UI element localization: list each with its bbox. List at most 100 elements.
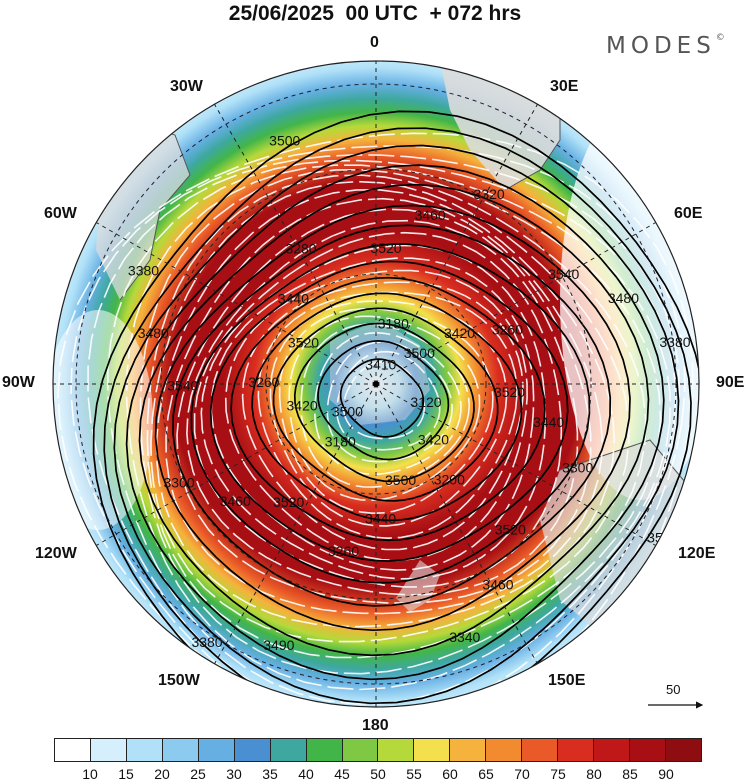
streamline bbox=[87, 154, 681, 707]
height-contour bbox=[103, 127, 692, 707]
contour-label: 3500 bbox=[404, 345, 435, 361]
contour-label: 3520 bbox=[370, 240, 401, 256]
streamline bbox=[150, 180, 630, 643]
height-contour bbox=[209, 260, 569, 562]
colorbar-swatch bbox=[558, 739, 595, 761]
lon-label-60e: 60E bbox=[674, 205, 703, 222]
colorbar-tick-label: 80 bbox=[586, 766, 602, 782]
reference-vector-label: 50 bbox=[666, 682, 681, 697]
colorbar-tick-label: 50 bbox=[370, 766, 386, 782]
colorbar-tick-label: 20 bbox=[154, 766, 170, 782]
contour-label: 3380 bbox=[191, 634, 222, 650]
colorbar-swatch bbox=[55, 739, 91, 761]
contour-label: 3540 bbox=[548, 266, 579, 282]
meridian-line bbox=[375, 383, 538, 664]
colorbar-swatch bbox=[522, 739, 559, 761]
height-contour bbox=[317, 340, 450, 461]
contour-label: 3540 bbox=[167, 377, 198, 393]
streamline bbox=[155, 189, 616, 628]
map-title: 25/06/2025 00 UTC + 072 hrs bbox=[228, 2, 522, 25]
contour-label: 3440 bbox=[533, 414, 564, 430]
contour-label: 3480 bbox=[138, 325, 169, 341]
height-contour bbox=[272, 307, 499, 502]
contour-label: 3500 bbox=[332, 404, 363, 420]
contour-label: 3420 bbox=[287, 397, 318, 413]
contour-label: 3480 bbox=[608, 290, 639, 306]
colorbar-tick-label: 30 bbox=[226, 766, 242, 782]
contour-label: 3520 bbox=[495, 522, 526, 538]
lon-label-120w: 120W bbox=[35, 545, 77, 562]
height-contour bbox=[154, 204, 631, 632]
contour-label: 3460 bbox=[482, 576, 513, 592]
contour-label: 3260 bbox=[328, 543, 359, 559]
contour-label: 3300 bbox=[163, 475, 194, 491]
streamline bbox=[326, 341, 453, 463]
height-contour bbox=[172, 224, 612, 607]
contour-label: 3500 bbox=[385, 472, 416, 488]
streamline bbox=[165, 197, 603, 615]
colorbar-tick-label: 75 bbox=[550, 766, 566, 782]
lon-label-150e: 150E bbox=[548, 672, 586, 689]
colorbar-swatch bbox=[486, 739, 523, 761]
contour-label: 3460 bbox=[415, 207, 446, 223]
contour-label: 3520 bbox=[273, 494, 304, 510]
colorbar-tick-label: 60 bbox=[442, 766, 458, 782]
lon-label-180: 180 bbox=[362, 717, 389, 734]
colorbar-swatch bbox=[198, 739, 235, 761]
brand-logo: MODES© bbox=[606, 33, 725, 59]
colorbar-tick-label: 40 bbox=[298, 766, 314, 782]
contour-label: 3380 bbox=[128, 262, 159, 278]
contour-label: 3340 bbox=[449, 629, 480, 645]
colorbar-tick-label: 55 bbox=[406, 766, 422, 782]
meridian-line bbox=[96, 222, 377, 385]
streamline bbox=[336, 350, 441, 451]
south-pole-marker bbox=[373, 381, 379, 387]
contour-label: 3260 bbox=[248, 374, 279, 390]
streamline bbox=[342, 360, 426, 440]
colorbar-tick-label: 35 bbox=[262, 766, 278, 782]
streamline bbox=[300, 323, 470, 488]
contour-label: 3180 bbox=[325, 433, 356, 449]
land-new-zealand bbox=[396, 560, 440, 612]
lon-label-90w: 90W bbox=[2, 374, 35, 391]
latitude-circle bbox=[160, 168, 592, 600]
contour-label: 3380 bbox=[659, 334, 690, 350]
colorbar-tick-label: 90 bbox=[658, 766, 674, 782]
wind-speed-field: 3120 3180 3180 3200 3260 3260 3260 3280 3300 3300… bbox=[53, 61, 699, 707]
colorbar-swatch bbox=[126, 739, 163, 761]
lon-label-0: 0 bbox=[370, 34, 379, 51]
colorbar-swatch bbox=[90, 739, 127, 761]
meridian-line bbox=[375, 383, 656, 546]
colorbar-swatch bbox=[378, 739, 415, 761]
graticule bbox=[53, 61, 699, 707]
contour-label: 3490 bbox=[263, 637, 294, 653]
meridian-line bbox=[375, 104, 538, 385]
brand-name: MODES bbox=[606, 33, 716, 59]
colorbar-tick-label: 85 bbox=[622, 766, 638, 782]
contour-label: 3520 bbox=[494, 384, 525, 400]
colorbar-ticks: 10 15 20 25 30 35 40 45 50 55 60 65 70 75 80 85 90 bbox=[54, 766, 702, 782]
colorbar-tick-label: 15 bbox=[118, 766, 134, 782]
streamline bbox=[278, 307, 494, 515]
colorbar-swatch bbox=[594, 739, 630, 761]
height-contour bbox=[190, 243, 591, 584]
streamline bbox=[186, 219, 579, 596]
height-contour bbox=[230, 276, 546, 542]
height-contour bbox=[251, 292, 523, 522]
meridian-line bbox=[96, 383, 377, 546]
contour-label: 3320 bbox=[474, 186, 505, 202]
lon-label-90e: 90E bbox=[716, 374, 745, 391]
streamline bbox=[193, 231, 563, 588]
contour-label: 3420 bbox=[444, 325, 475, 341]
colorbar-swatch bbox=[306, 739, 343, 761]
contour-label: 3440 bbox=[365, 510, 396, 526]
height-contours bbox=[92, 110, 699, 707]
meridian-line bbox=[214, 104, 377, 385]
streamline bbox=[269, 300, 508, 527]
contour-label: 3500 bbox=[269, 133, 300, 149]
streamline bbox=[241, 281, 524, 551]
contour-label: 3420 bbox=[418, 431, 449, 447]
lon-label-120e: 120E bbox=[678, 545, 716, 562]
colorbar bbox=[54, 738, 702, 762]
contour-label: 3200 bbox=[434, 472, 465, 488]
